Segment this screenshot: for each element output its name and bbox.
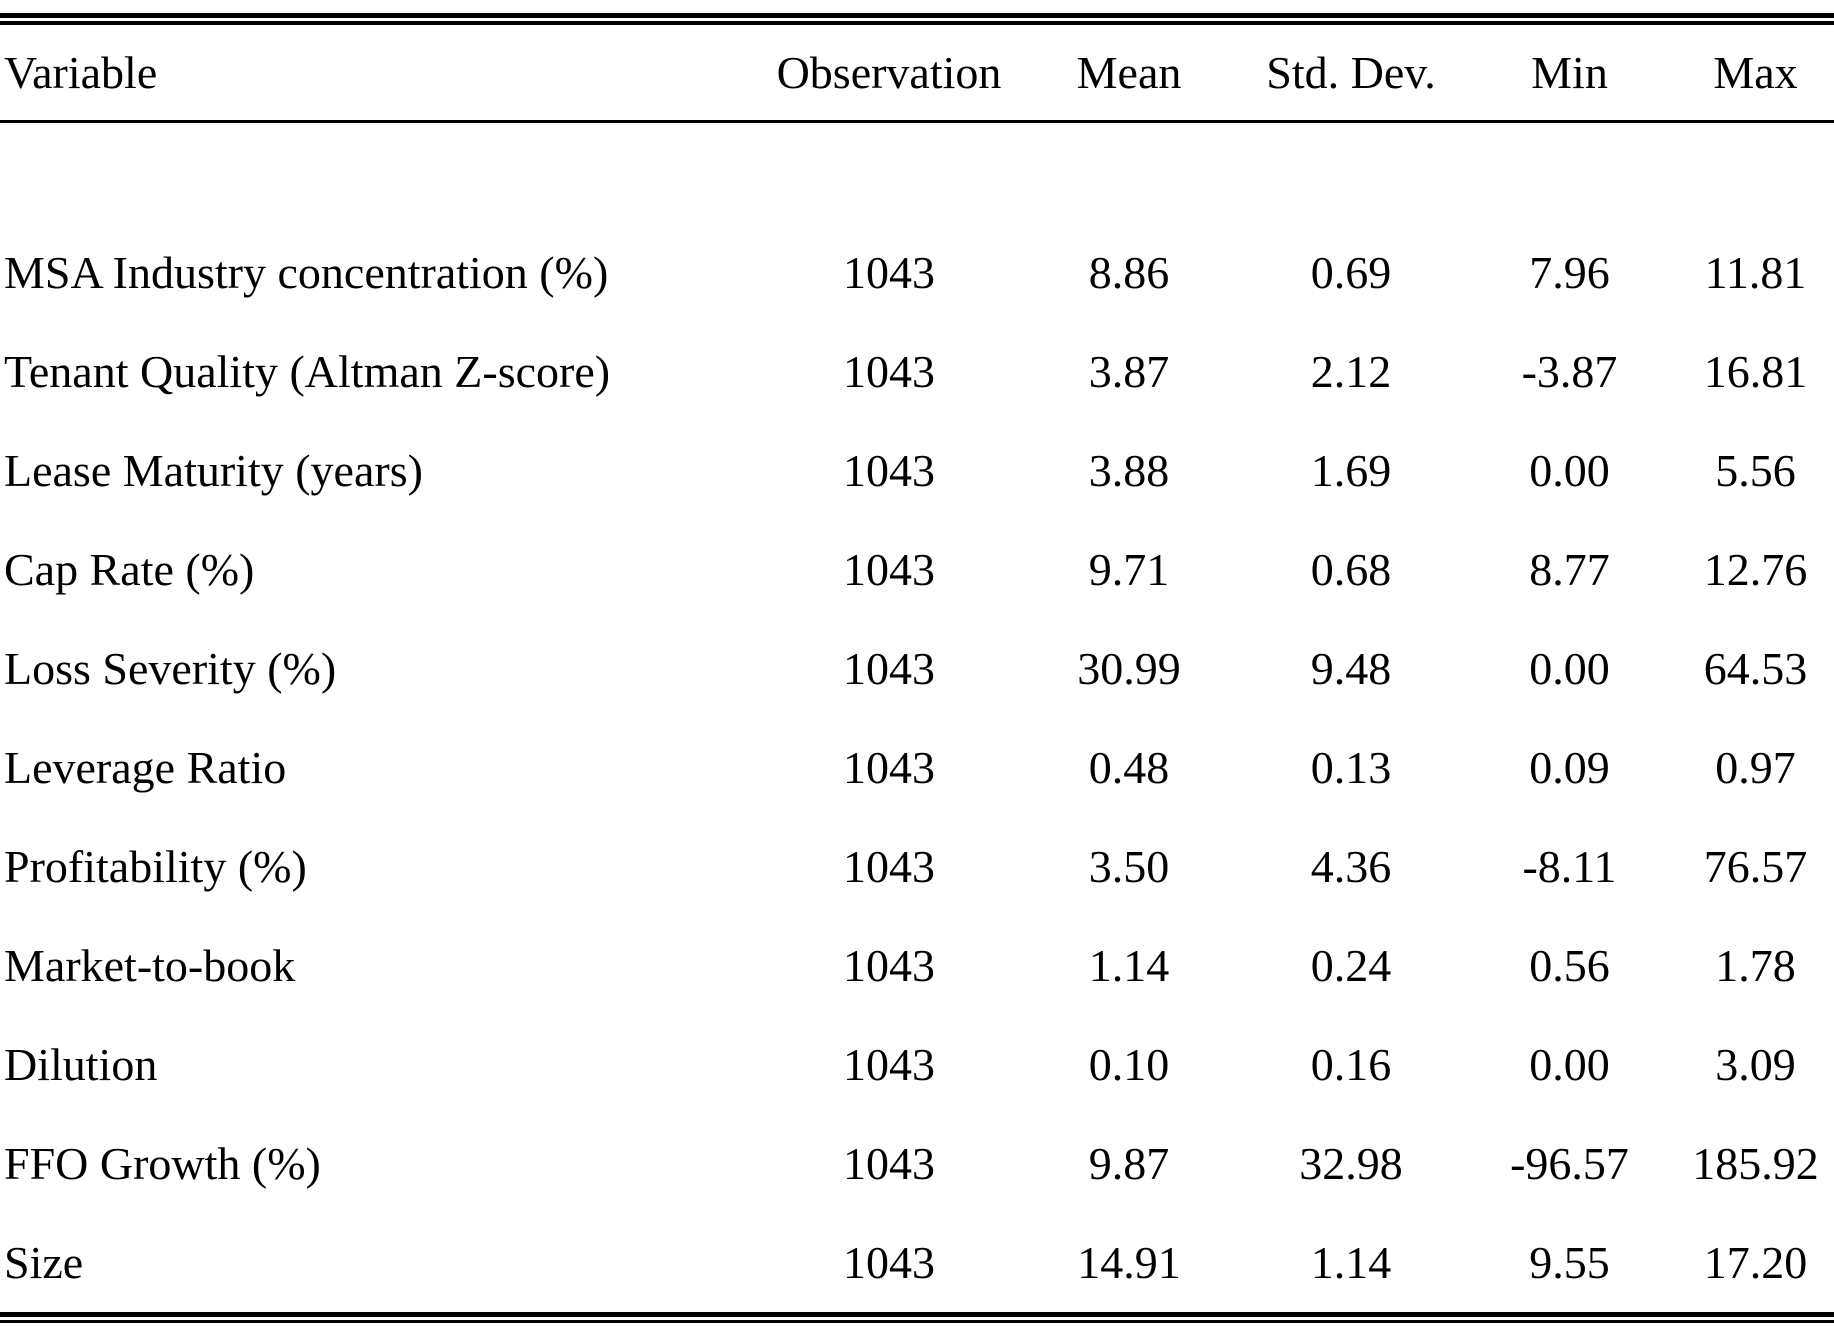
table-header-row: Variable Observation Mean Std. Dev. Min … xyxy=(0,25,1834,123)
cell-mean: 30.99 xyxy=(1077,643,1181,694)
cell-max: 16.81 xyxy=(1703,346,1808,397)
cell-max: 64.53 xyxy=(1703,643,1808,694)
cell-observation: 1043 xyxy=(843,544,935,595)
table-row: MSA Industry concentration (%) 1043 8.86… xyxy=(0,223,1834,322)
column-header-variable: Variable xyxy=(0,25,760,123)
cell-max: 11.81 xyxy=(1704,247,1807,298)
cell-variable: Lease Maturity (years) xyxy=(4,445,423,496)
cell-mean: 14.91 xyxy=(1077,1237,1181,1288)
cell-mean: 1.14 xyxy=(1088,940,1170,991)
column-header-observation: Observation xyxy=(760,25,1018,123)
cell-min: 0.00 xyxy=(1529,445,1610,496)
table-row: Cap Rate (%) 1043 9.71 0.68 8.77 12.76 xyxy=(0,520,1834,619)
cell-min: 0.00 xyxy=(1529,1039,1610,1090)
cell-min: -8.11 xyxy=(1522,841,1617,892)
cell-observation: 1043 xyxy=(843,841,935,892)
table-row: Loss Severity (%) 1043 30.99 9.48 0.00 6… xyxy=(0,619,1834,718)
cell-variable: Tenant Quality (Altman Z-score) xyxy=(4,346,611,397)
cell-mean: 8.86 xyxy=(1088,247,1170,298)
summary-statistics-table: Variable Observation Mean Std. Dev. Min … xyxy=(0,25,1834,1312)
cell-min: -96.57 xyxy=(1510,1138,1629,1189)
cell-std-dev: 2.12 xyxy=(1310,346,1392,397)
cell-std-dev: 0.13 xyxy=(1310,742,1392,793)
cell-observation: 1043 xyxy=(843,940,935,991)
cell-min: 0.00 xyxy=(1529,643,1610,694)
table-row: FFO Growth (%) 1043 9.87 32.98 -96.57 18… xyxy=(0,1114,1834,1213)
cell-variable: Size xyxy=(4,1237,84,1288)
cell-mean: 3.88 xyxy=(1088,445,1170,496)
cell-std-dev: 0.69 xyxy=(1310,247,1392,298)
cell-observation: 1043 xyxy=(843,445,935,496)
table-row: Lease Maturity (years) 1043 3.88 1.69 0.… xyxy=(0,421,1834,520)
bottom-double-rule-line-2 xyxy=(0,1320,1834,1323)
cell-observation: 1043 xyxy=(843,643,935,694)
cell-variable: Loss Severity (%) xyxy=(4,643,337,694)
cell-mean: 9.87 xyxy=(1088,1138,1170,1189)
cell-max: 1.78 xyxy=(1715,940,1796,991)
cell-mean: 9.71 xyxy=(1088,544,1170,595)
cell-std-dev: 4.36 xyxy=(1310,841,1392,892)
cell-observation: 1043 xyxy=(843,1237,935,1288)
cell-min: 0.56 xyxy=(1529,940,1610,991)
column-header-min: Min xyxy=(1462,25,1677,123)
cell-variable: Dilution xyxy=(4,1039,158,1090)
cell-variable: MSA Industry concentration (%) xyxy=(4,247,609,298)
cell-max: 76.57 xyxy=(1703,841,1808,892)
cell-observation: 1043 xyxy=(843,1039,935,1090)
column-header-max: Max xyxy=(1677,25,1834,123)
spacer-row xyxy=(0,121,1834,223)
cell-std-dev: 1.69 xyxy=(1310,445,1392,496)
cell-max: 17.20 xyxy=(1703,1237,1808,1288)
cell-min: -3.87 xyxy=(1521,346,1618,397)
table-row: Leverage Ratio 1043 0.48 0.13 0.09 0.97 xyxy=(0,718,1834,817)
cell-std-dev: 9.48 xyxy=(1310,643,1392,694)
cell-min: 9.55 xyxy=(1529,1237,1610,1288)
cell-variable: Market-to-book xyxy=(4,940,296,991)
cell-observation: 1043 xyxy=(843,742,935,793)
table-row: Tenant Quality (Altman Z-score) 1043 3.8… xyxy=(0,322,1834,421)
column-header-std-dev: Std. Dev. xyxy=(1240,25,1462,123)
cell-observation: 1043 xyxy=(843,346,935,397)
cell-std-dev: 0.24 xyxy=(1310,940,1392,991)
top-double-rule-line-2 xyxy=(0,21,1834,25)
cell-variable: FFO Growth (%) xyxy=(4,1138,321,1189)
cell-max: 12.76 xyxy=(1703,544,1808,595)
cell-max: 0.97 xyxy=(1715,742,1796,793)
top-double-rule-line-1 xyxy=(0,13,1834,18)
cell-max: 5.56 xyxy=(1715,445,1796,496)
cell-mean: 3.50 xyxy=(1088,841,1170,892)
cell-mean: 0.48 xyxy=(1088,742,1170,793)
cell-std-dev: 0.16 xyxy=(1310,1039,1392,1090)
cell-max: 3.09 xyxy=(1715,1039,1796,1090)
cell-max: 185.92 xyxy=(1692,1138,1819,1189)
column-header-mean: Mean xyxy=(1018,25,1240,123)
cell-observation: 1043 xyxy=(843,1138,935,1189)
cell-min: 7.96 xyxy=(1529,247,1610,298)
cell-std-dev: 1.14 xyxy=(1310,1237,1392,1288)
cell-std-dev: 0.68 xyxy=(1310,544,1392,595)
cell-std-dev: 32.98 xyxy=(1299,1138,1403,1189)
table-row: Size 1043 14.91 1.14 9.55 17.20 xyxy=(0,1213,1834,1312)
cell-mean: 0.10 xyxy=(1088,1039,1170,1090)
cell-variable: Leverage Ratio xyxy=(4,742,287,793)
table-row: Market-to-book 1043 1.14 0.24 0.56 1.78 xyxy=(0,916,1834,1015)
bottom-double-rule-line-1 xyxy=(0,1312,1834,1317)
cell-min: 8.77 xyxy=(1529,544,1610,595)
table-row: Dilution 1043 0.10 0.16 0.00 3.09 xyxy=(0,1015,1834,1114)
table-row: Profitability (%) 1043 3.50 4.36 -8.11 7… xyxy=(0,817,1834,916)
cell-variable: Cap Rate (%) xyxy=(4,544,255,595)
cell-variable: Profitability (%) xyxy=(4,841,307,892)
cell-observation: 1043 xyxy=(843,247,935,298)
cell-mean: 3.87 xyxy=(1088,346,1170,397)
cell-min: 0.09 xyxy=(1529,742,1610,793)
